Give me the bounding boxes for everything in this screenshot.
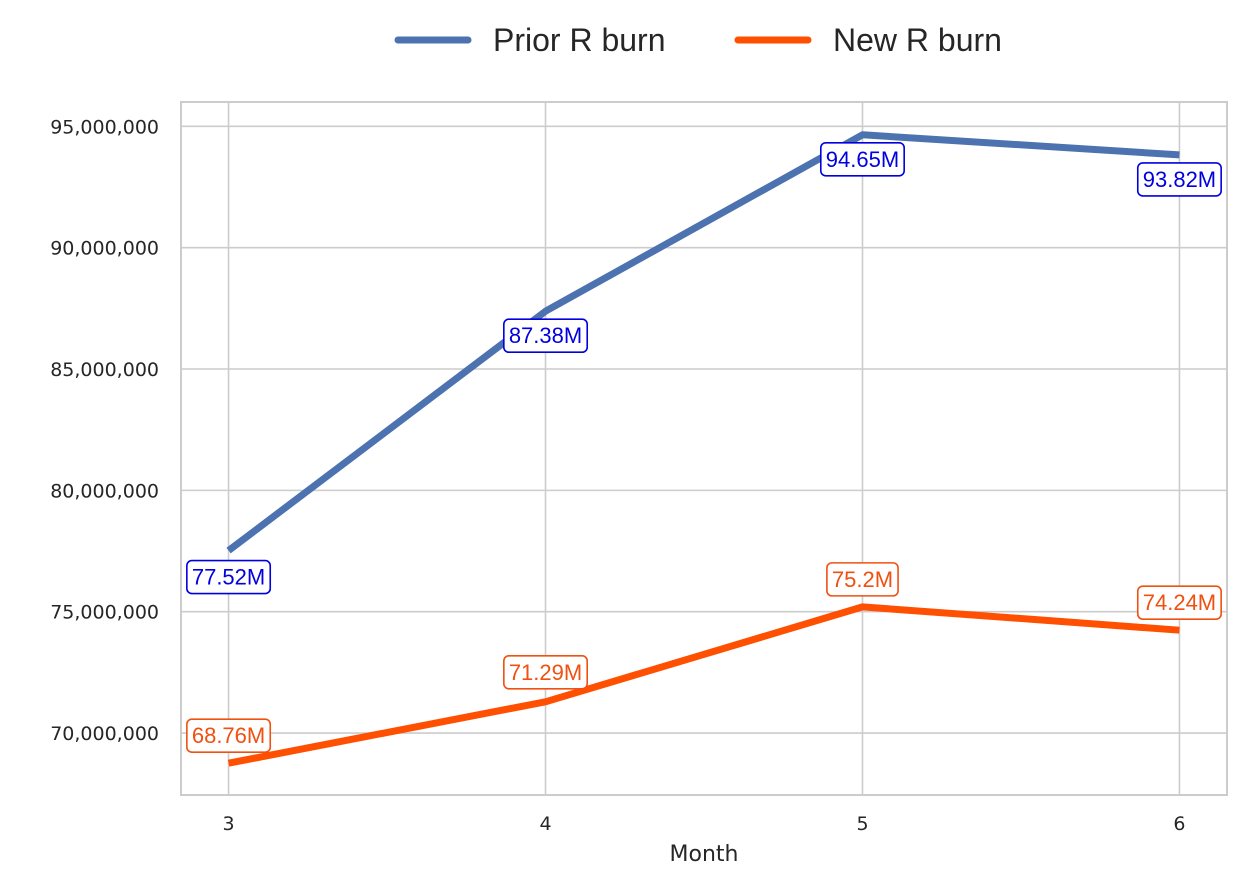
- data-label: 75.2M: [826, 562, 899, 597]
- data-label-text: 75.2M: [832, 567, 893, 592]
- x-axis-label: Month: [670, 842, 739, 867]
- y-tick-label: 90,000,000: [50, 238, 159, 260]
- data-label-text: 71.29M: [509, 660, 582, 685]
- data-label: 77.52M: [186, 559, 272, 595]
- data-label-box: [186, 559, 272, 595]
- legend-label: Prior R burn: [493, 22, 666, 58]
- series-line-1: [226, 131, 1180, 554]
- tick-labels: 3 4 5 6 70,000,000 75,000,000 80,000,000 85,000…: [50, 116, 1185, 835]
- data-label-box: [826, 562, 899, 597]
- data-label: 74.24M: [1136, 585, 1222, 620]
- data-label-box: [503, 654, 589, 690]
- y-tick-label: 80,000,000: [50, 480, 159, 502]
- data-label-text: 68.76M: [192, 723, 265, 748]
- grid-layer: [181, 102, 1227, 795]
- data-label: 94.65M: [819, 141, 905, 177]
- plot-frame: [180, 101, 1228, 796]
- legend-item-2: New R burn: [734, 22, 1002, 58]
- data-label-text: 94.65M: [826, 147, 899, 172]
- data-label-box: [503, 318, 589, 354]
- y-tick-label: 95,000,000: [50, 116, 159, 138]
- data-label: 68.76M: [186, 718, 272, 754]
- series-line-2: [227, 603, 1180, 767]
- data-label: 93.82M: [1136, 162, 1222, 197]
- data-label-box: [819, 141, 905, 177]
- legend-label: New R burn: [833, 22, 1002, 58]
- series-layer: [226, 131, 1180, 767]
- data-labels: 77.52M 87.38M 94.65M 93.82M 68.76M 71.29M 75.2…: [186, 141, 1222, 754]
- data-label-text: 74.24M: [1143, 590, 1216, 615]
- y-tick-label: 70,000,000: [50, 723, 159, 745]
- x-tick-label: 3: [222, 813, 234, 835]
- x-tick-label: 4: [539, 813, 551, 835]
- data-label-box: [1136, 162, 1222, 197]
- y-tick-label: 75,000,000: [50, 602, 159, 624]
- data-label-text: 77.52M: [192, 565, 265, 590]
- data-label-box: [186, 718, 272, 754]
- data-label: 71.29M: [503, 654, 589, 690]
- x-tick-label: 5: [856, 813, 868, 835]
- legend-item-1: Prior R burn: [394, 22, 666, 58]
- data-label: 87.38M: [503, 318, 589, 354]
- data-label-box: [1136, 585, 1222, 620]
- data-label-text: 87.38M: [509, 323, 582, 348]
- x-tick-label: 6: [1173, 813, 1185, 835]
- y-tick-label: 85,000,000: [50, 359, 159, 381]
- data-label-text: 93.82M: [1143, 167, 1216, 192]
- legend: Prior R burn New R burn: [394, 22, 1002, 58]
